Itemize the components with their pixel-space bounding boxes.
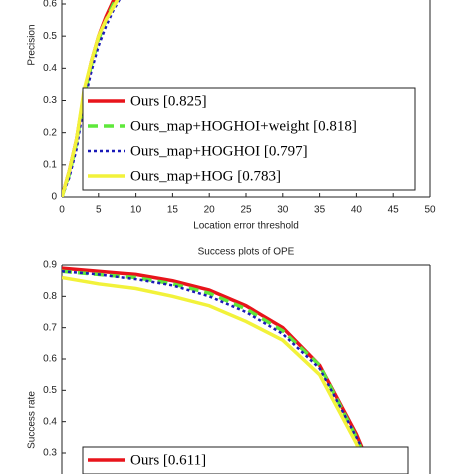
y-tick-label: 0.6 [43,0,57,10]
y-tick-label: 0.5 [43,385,57,396]
x-tick-label: 5 [96,205,102,216]
series-line [62,0,120,197]
legend-box [82,446,409,474]
y-tick-label: 0 [51,192,57,203]
legend-label: Ours_map+HOG [0.783] [130,168,281,184]
x-tick-label: 45 [388,205,400,216]
x-tick-label: 20 [204,205,216,216]
plot-area [62,265,430,474]
chart-title: Success plots of OPE [198,247,295,258]
y-tick-label: 0.7 [43,322,57,333]
y-axis-label: Success rate [27,391,38,449]
x-tick-label: 40 [351,205,363,216]
legend-label: Ours_map+HOGHOI+weight [0.818] [130,118,357,134]
plot-lines [62,0,121,197]
x-tick-label: 15 [167,205,179,216]
x-axis-label: Location error threshold [193,221,299,232]
y-tick-label: 0.4 [43,416,57,427]
y-tick-label: 0.1 [43,159,57,170]
legend-label: Ours_map+HOGHOI [0.797] [130,143,308,159]
legend-label: Ours [0.611] [130,452,206,468]
legend-box [82,87,416,191]
series-line [62,275,373,474]
y-tick-label: 0.8 [43,291,57,302]
y-axis-label: Precision [27,24,38,65]
x-tick-label: 30 [277,205,289,216]
y-tick-label: 0.6 [43,354,57,365]
y-tick-label: 0.5 [43,31,57,42]
x-tick-label: 10 [130,205,142,216]
y-tick-label: 0.2 [43,127,57,138]
y-tick-label: 0.4 [43,63,57,74]
y-tick-label: 0.9 [43,260,57,271]
y-tick-label: 0.3 [43,95,57,106]
y-tick-label: 0.3 [43,448,57,459]
plot-lines [62,266,376,474]
x-tick-label: 25 [240,205,252,216]
legend-label: Ours [0.825] [130,93,207,109]
x-tick-label: 0 [59,205,65,216]
series-line [62,270,376,474]
x-tick-label: 50 [424,205,436,216]
x-tick-label: 35 [314,205,326,216]
